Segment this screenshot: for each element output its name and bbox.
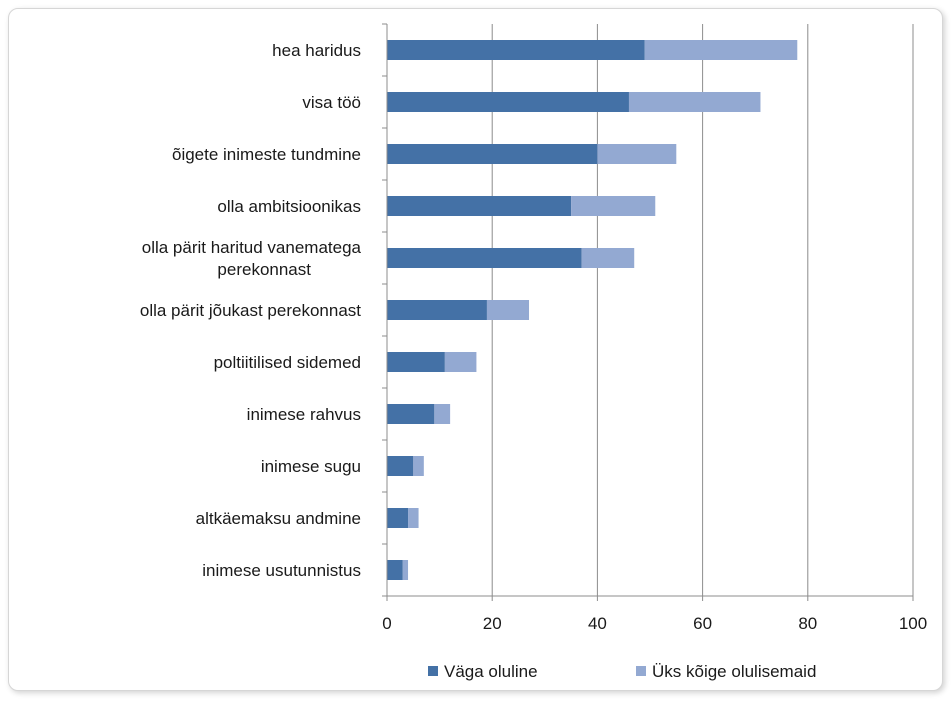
category-label: olla ambitsioonikas xyxy=(217,197,361,216)
category-label: olla pärit haritud vanematega perekonnast xyxy=(142,238,362,279)
bar-uks-koige-olulisemaid xyxy=(644,40,798,60)
bar-vaga-oluline xyxy=(387,300,487,320)
bar-uks-koige-olulisemaid xyxy=(434,404,451,424)
bars xyxy=(387,40,798,580)
bar-vaga-oluline xyxy=(387,248,582,268)
category-label: inimese rahvus xyxy=(247,405,361,424)
bar-uks-koige-olulisemaid xyxy=(597,144,677,164)
bar-vaga-oluline xyxy=(387,560,403,580)
bar-uks-koige-olulisemaid xyxy=(444,352,477,372)
bar-uks-koige-olulisemaid xyxy=(413,456,424,476)
bar-vaga-oluline xyxy=(387,508,409,528)
category-labels: hea haridus visa töö õigete inimeste tundm… xyxy=(140,41,362,580)
x-tick-label: 40 xyxy=(588,614,607,633)
bar-uks-koige-olulisemaid xyxy=(628,92,761,112)
x-tick-labels: 0 20 40 60 80 100 xyxy=(382,614,927,633)
category-label: altkäemaksu andmine xyxy=(196,509,361,528)
category-label: poltiitilised sidemed xyxy=(214,353,361,372)
bar-uks-koige-olulisemaid xyxy=(486,300,530,320)
bar-uks-koige-olulisemaid xyxy=(408,508,419,528)
category-label: inimese usutunnistus xyxy=(202,561,361,580)
category-label: inimese sugu xyxy=(261,457,361,476)
category-label: õigete inimeste tundmine xyxy=(172,145,361,164)
bar-vaga-oluline xyxy=(387,144,598,164)
category-label: olla pärit jõukast perekonnast xyxy=(140,301,361,320)
legend: Väga oluline Üks kõige olulisemaid xyxy=(428,662,816,681)
x-tick-label: 80 xyxy=(798,614,817,633)
legend-label: Üks kõige olulisemaid xyxy=(652,662,816,681)
x-tick-label: 100 xyxy=(899,614,927,633)
bar-uks-koige-olulisemaid xyxy=(571,196,656,216)
bar-vaga-oluline xyxy=(387,92,629,112)
bar-vaga-oluline xyxy=(387,40,645,60)
bar-uks-koige-olulisemaid xyxy=(581,248,635,268)
gridlines xyxy=(491,24,914,596)
legend-label: Väga oluline xyxy=(444,662,538,681)
legend-swatch xyxy=(636,666,646,676)
x-tick-label: 60 xyxy=(693,614,712,633)
category-label: hea haridus xyxy=(272,41,361,60)
bar-vaga-oluline xyxy=(387,352,445,372)
axes xyxy=(382,23,914,601)
bar-vaga-oluline xyxy=(387,404,435,424)
bar-vaga-oluline xyxy=(387,196,572,216)
bar-uks-koige-olulisemaid xyxy=(402,560,409,580)
bar-vaga-oluline xyxy=(387,456,414,476)
chart-frame xyxy=(8,8,943,691)
legend-swatch xyxy=(428,666,438,676)
x-tick-label: 0 xyxy=(382,614,391,633)
category-label: visa töö xyxy=(302,93,361,112)
x-tick-label: 20 xyxy=(483,614,502,633)
